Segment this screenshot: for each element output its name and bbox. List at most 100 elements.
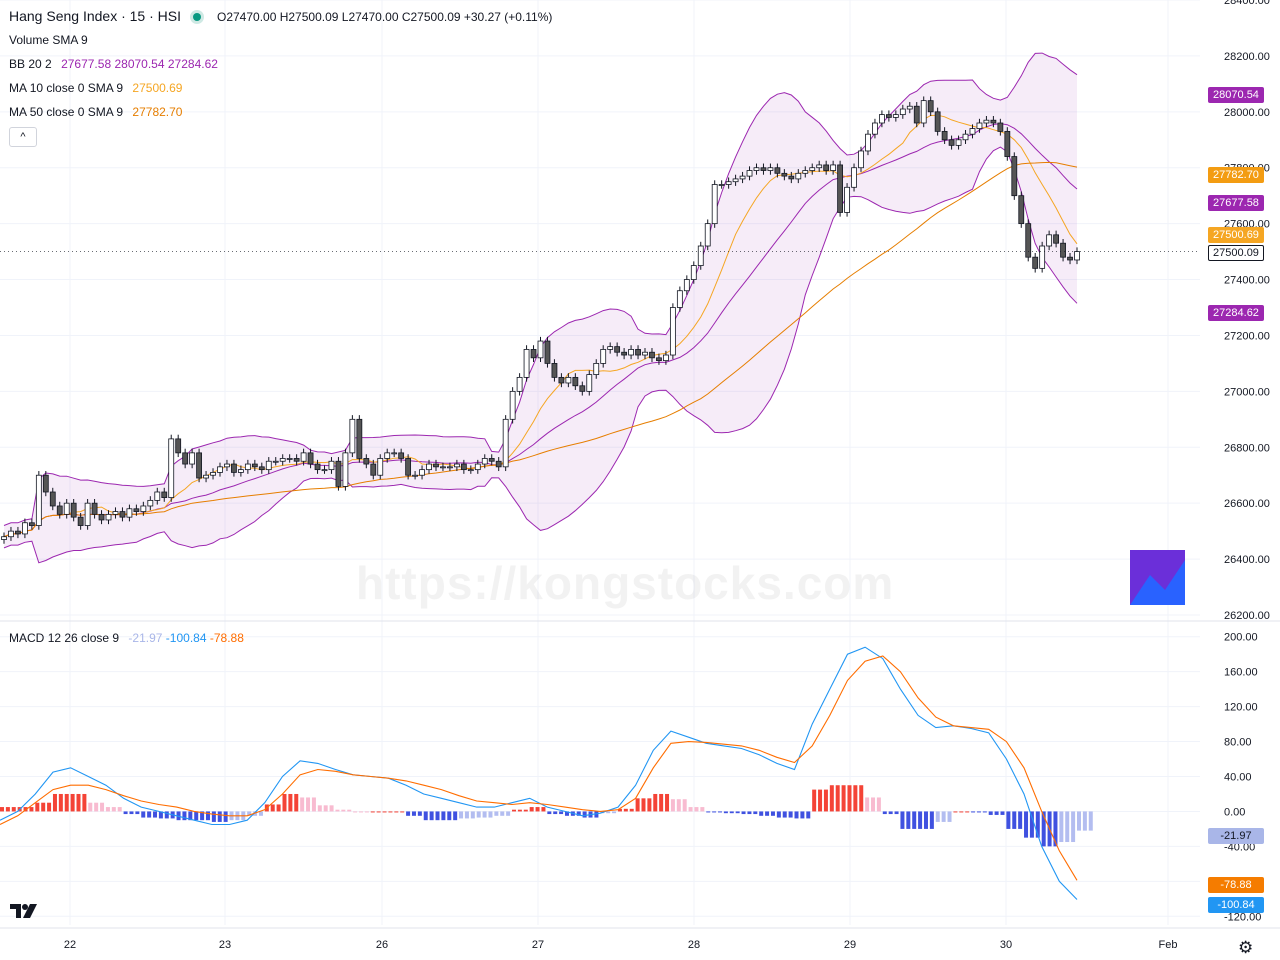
macd-axis-label: -120.00 — [1224, 911, 1261, 923]
candle-body — [398, 452, 405, 459]
macd-hist-bar — [841, 785, 846, 812]
macd-hist-bar — [994, 811, 999, 815]
time-axis-label: 29 — [844, 939, 856, 951]
bb-legend[interactable]: BB 20 2 27677.58 28070.54 27284.62 — [9, 56, 218, 72]
ma50-params: 50 close 0 SMA 9 — [29, 105, 124, 119]
candle-body — [697, 245, 704, 266]
macd-hist-bar — [959, 811, 964, 813]
ma50-legend[interactable]: MA 50 close 0 SMA 9 27782.70 — [9, 104, 182, 120]
price-axis-label: 26200.00 — [1224, 610, 1270, 622]
candle-body — [858, 150, 864, 169]
candle-body — [293, 458, 300, 462]
macd-hist-bar — [141, 811, 146, 818]
bb-lower-value: 27284.62 — [167, 57, 218, 71]
macd-hist-bar — [429, 811, 434, 821]
candle-body — [460, 463, 467, 471]
candle-body — [746, 170, 753, 177]
collapse-legend-button[interactable]: ^ — [9, 127, 37, 147]
macd-hist-bar — [182, 811, 187, 821]
candle-body — [865, 133, 871, 152]
macd-hist-bar — [900, 811, 905, 829]
candle-body — [279, 458, 286, 462]
macd-badge: -100.84 — [1208, 897, 1264, 913]
symbol-title[interactable]: Hang Seng Index · 15 · HSI — [9, 8, 181, 24]
candle-body — [523, 349, 530, 378]
macd-hist-bar — [306, 797, 311, 812]
macd-hist-bar — [23, 807, 28, 812]
candle-body — [488, 458, 495, 462]
candle-body — [885, 114, 892, 118]
candle-body — [544, 340, 551, 364]
macd-hist-bar — [794, 811, 799, 819]
candle-body — [210, 472, 216, 476]
macd-hist-bar — [1029, 811, 1034, 838]
candle-body — [56, 505, 63, 515]
macd-hist-bar — [947, 811, 952, 822]
macd-line-value: -100.84 — [165, 631, 207, 645]
candle-body — [593, 363, 600, 375]
macd-hist-bar — [105, 807, 110, 812]
macd-hist-bar — [488, 811, 493, 818]
candle-body — [419, 469, 425, 476]
candle-body — [628, 349, 634, 356]
candle-body — [391, 452, 398, 455]
macd-hist-bar — [476, 811, 481, 818]
macd-hist-bar — [517, 809, 522, 812]
macd-hist-bar — [918, 811, 923, 829]
macd-hist-bar — [35, 802, 40, 812]
candle-body — [231, 463, 237, 473]
macd-hist-bar — [1088, 811, 1093, 831]
macd-hist-bar — [423, 811, 428, 821]
candle-body — [656, 357, 662, 362]
macd-hist-bar — [1071, 811, 1076, 843]
volume-legend[interactable]: Volume SMA 9 — [9, 32, 88, 48]
macd-hist-bar — [747, 811, 752, 815]
macd-hist-bar — [470, 811, 475, 819]
candle-body — [84, 502, 91, 526]
macd-params: 12 26 close 9 — [47, 631, 120, 645]
bb-basis-value: 27677.58 — [61, 57, 112, 71]
candle-body — [70, 502, 77, 518]
macd-hist-bar — [341, 809, 346, 812]
candle-body — [307, 452, 314, 465]
time-axis-label: 26 — [376, 939, 388, 951]
ma10-legend[interactable]: MA 10 close 0 SMA 9 27500.69 — [9, 80, 182, 96]
candle-body — [934, 111, 941, 132]
macd-hist-bar — [606, 811, 611, 814]
price-axis-label: 28400.00 — [1224, 0, 1270, 7]
macd-hist-bar — [1035, 811, 1040, 838]
candle-body — [711, 184, 718, 225]
price-axis-label: 27400.00 — [1224, 275, 1270, 287]
price-axis-label: 28000.00 — [1224, 107, 1270, 119]
macd-hist-bar — [818, 789, 823, 812]
symbol-legend[interactable]: Hang Seng Index · 15 · HSI O27470.00 H275… — [9, 8, 552, 25]
macd-hist-bar — [0, 807, 4, 812]
candle-body — [321, 469, 328, 472]
candle-body — [314, 463, 321, 471]
macd-hist-bar — [670, 799, 675, 812]
market-status-icon — [193, 12, 201, 21]
candle-body — [718, 184, 725, 186]
candles — [1, 96, 1080, 544]
settings-gear-icon[interactable]: ⚙ — [1238, 938, 1254, 957]
tradingview-logo[interactable] — [8, 898, 40, 924]
time-axis-label: 30 — [1000, 939, 1012, 951]
macd-hist-bar — [282, 793, 287, 812]
macd-hist-bar — [953, 811, 958, 813]
macd-hist-bar — [564, 811, 569, 816]
macd-hist-bar — [1053, 811, 1058, 847]
time-axis-label: 23 — [219, 939, 231, 951]
macd-hist-bar — [223, 811, 228, 822]
macd-hist-bar — [676, 799, 681, 812]
candle-body — [1025, 223, 1032, 258]
macd-hist-bar — [976, 811, 981, 813]
macd-legend[interactable]: MACD 12 26 close 9 -21.97 -100.84 -78.88 — [9, 630, 244, 646]
candle-body — [467, 469, 474, 472]
macd-axis-label: 80.00 — [1224, 737, 1252, 749]
price-axis-label: 28200.00 — [1224, 51, 1270, 63]
candle-body — [495, 460, 502, 468]
macd-hist-bar — [58, 793, 63, 812]
candle-body — [844, 186, 850, 213]
macd-hist-bar — [741, 811, 746, 815]
